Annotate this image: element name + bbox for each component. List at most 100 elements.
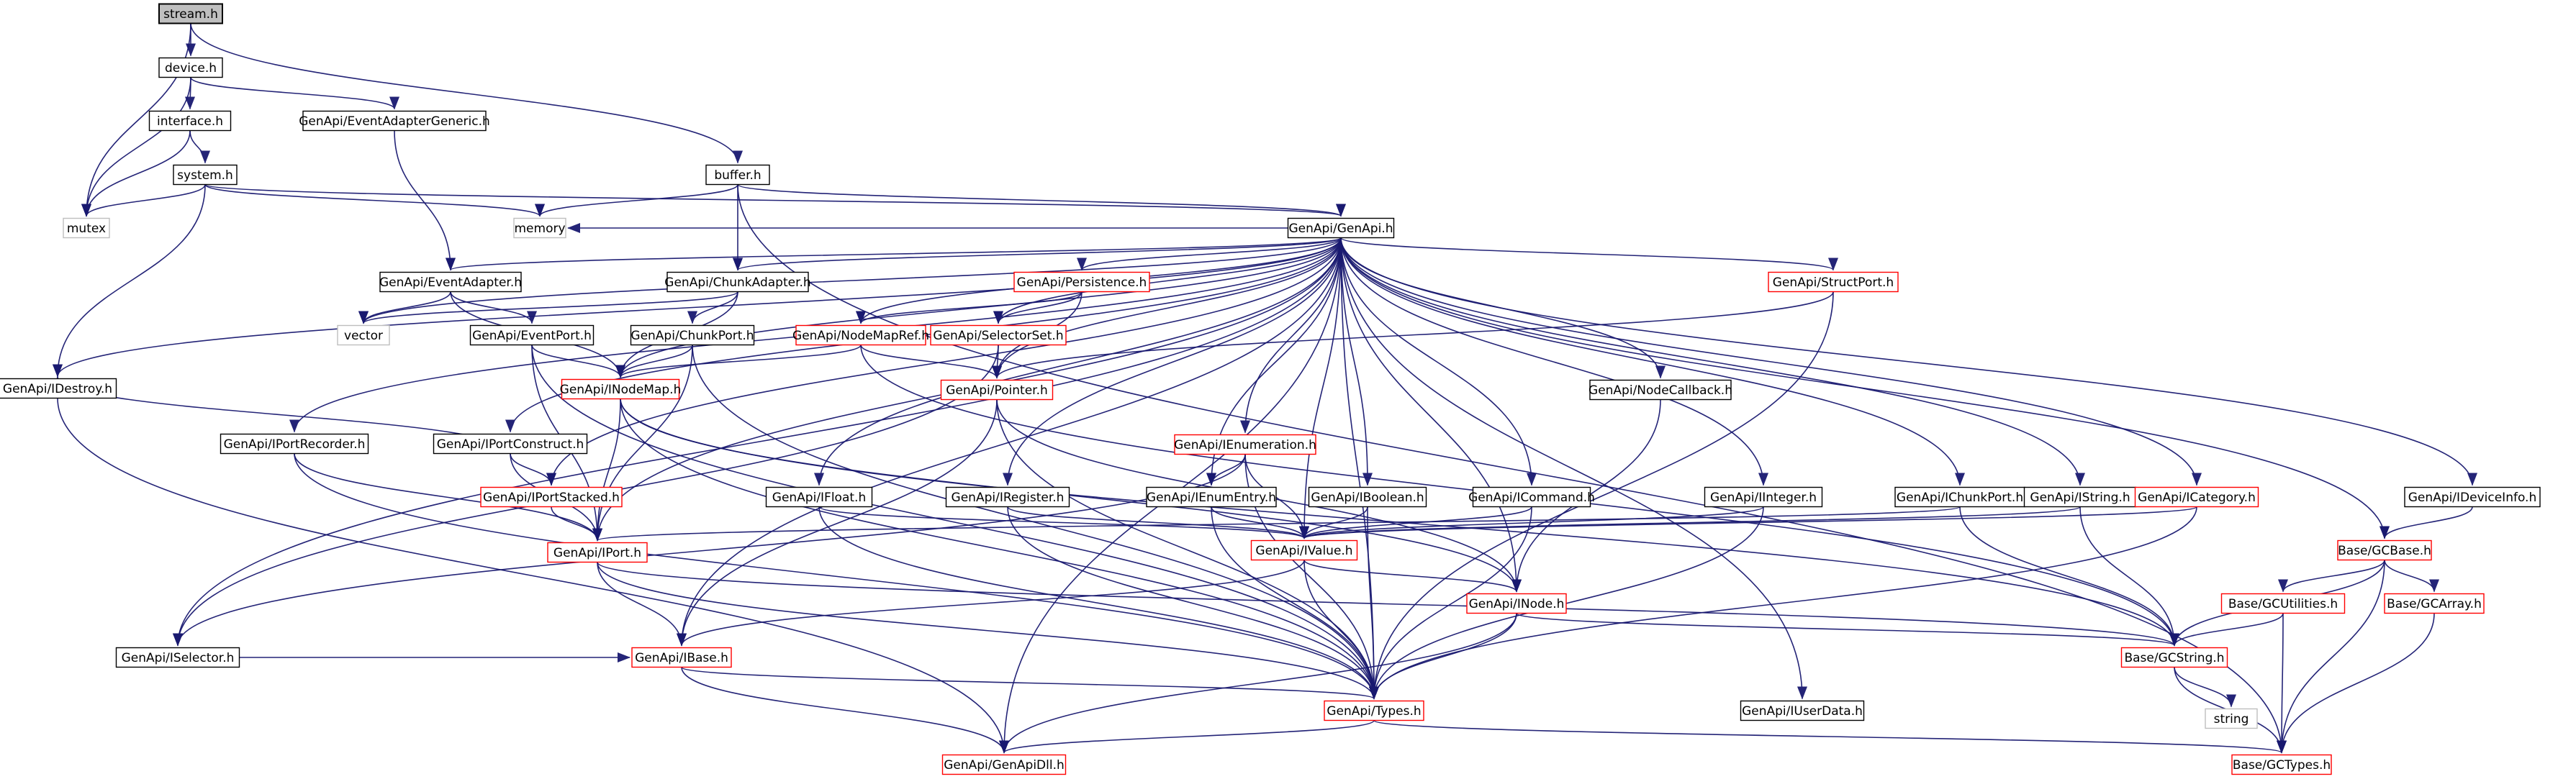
edge-ichunkport-gcstring <box>1959 506 2179 647</box>
node-istring[interactable]: GenApi/IString.h <box>2023 486 2137 508</box>
node-pointer[interactable]: GenApi/Pointer.h <box>940 379 1054 401</box>
node-eventport[interactable]: GenApi/EventPort.h <box>469 324 595 346</box>
node-label: Base/GCUtilities.h <box>2228 597 2338 611</box>
edge-gcutilities-gcstring <box>2169 613 2284 647</box>
node-label: GenApi/EventAdapterGeneric.h <box>299 114 490 129</box>
edge-ibase-genapidll <box>681 667 1009 754</box>
edge-genapi-ienumeration <box>1240 237 1342 434</box>
node-gcbase[interactable]: Base/GCBase.h <box>2337 539 2432 561</box>
edge-types-genapidll <box>999 719 1375 754</box>
node-label: GenApi/ChunkAdapter.h <box>664 275 810 290</box>
node-selectorset[interactable]: GenApi/SelectorSet.h <box>930 324 1067 346</box>
node-buffer_h[interactable]: buffer.h <box>705 164 770 186</box>
edge-gcbase-gcutilities <box>2278 560 2385 593</box>
node-label: GenApi/GenApiDll.h <box>944 758 1065 773</box>
edge-genapi-inode <box>1340 237 1522 593</box>
node-label: GenApi/NodeMapRef.h <box>792 329 929 343</box>
edge-gcutilities-gctypes <box>2277 613 2287 754</box>
node-iselector[interactable]: GenApi/ISelector.h <box>115 647 240 668</box>
node-ideviceinfo[interactable]: GenApi/IDeviceInfo.h <box>2404 486 2541 508</box>
node-label: GenApi/IFloat.h <box>772 491 866 505</box>
node-device_h[interactable]: device.h <box>158 57 223 78</box>
edge-genapi-ideviceinfo <box>1340 237 2477 486</box>
node-gcutilities[interactable]: Base/GCUtilities.h <box>2220 593 2346 614</box>
node-iregister[interactable]: GenApi/IRegister.h <box>945 486 1070 508</box>
node-ivalue[interactable]: GenApi/IValue.h <box>1250 539 1358 561</box>
edge-inode-types <box>1369 613 1517 700</box>
node-iuserdata[interactable]: GenApi/IUserData.h <box>1740 700 1865 721</box>
node-nodemapref[interactable]: GenApi/NodeMapRef.h <box>792 324 929 346</box>
node-iboolean[interactable]: GenApi/IBoolean.h <box>1308 486 1427 508</box>
node-label: GenApi/IPortStacked.h <box>483 491 620 505</box>
node-box <box>561 378 680 400</box>
edge-ifloat-ivalue <box>818 506 1309 539</box>
node-persistence[interactable]: GenApi/Persistence.h <box>1013 271 1150 293</box>
node-label: GenApi/IEnumEntry.h <box>1147 491 1276 505</box>
node-eventadapter[interactable]: GenApi/EventAdapter.h <box>379 271 522 293</box>
node-gctypes[interactable]: Base/GCTypes.h <box>2231 754 2332 775</box>
node-types[interactable]: GenApi/Types.h <box>1324 700 1424 721</box>
node-genapi[interactable]: GenApi/GenApi.h <box>1287 217 1395 239</box>
node-genapidll[interactable]: GenApi/GenApiDll.h <box>941 754 1067 775</box>
node-eag[interactable]: GenApi/EventAdapterGeneric.h <box>299 110 490 132</box>
node-box <box>469 324 595 346</box>
node-inode[interactable]: GenApi/INode.h <box>1466 593 1567 614</box>
node-iportstacked[interactable]: GenApi/IPortStacked.h <box>480 486 623 508</box>
node-ifloat[interactable]: GenApi/IFloat.h <box>765 486 873 508</box>
node-label: stream.h <box>163 7 218 22</box>
node-interface_h[interactable]: interface.h <box>148 110 232 132</box>
node-label: GenApi/SelectorSet.h <box>933 329 1063 343</box>
node-box <box>945 486 1070 508</box>
edge-persistence-selectorset <box>993 291 1083 324</box>
edge-genapi-idestroy <box>53 237 1342 378</box>
edge-genapi-iselector <box>173 237 1342 647</box>
node-label: GenApi/ChunkPort.h <box>631 329 754 343</box>
node-inodemap[interactable]: GenApi/INodeMap.h <box>560 378 682 400</box>
node-ienumeration[interactable]: GenApi/IEnumeration.h <box>1174 434 1316 455</box>
node-iportrecorder[interactable]: GenApi/IPortRecorder.h <box>220 433 369 455</box>
node-string: string <box>2205 708 2258 729</box>
edge-stream_h-buffer_h <box>190 23 743 164</box>
edge-genapi-chunkadapter <box>733 237 1342 271</box>
edge-structport-pointer <box>992 291 1834 379</box>
node-idestroy[interactable]: GenApi/IDestroy.h <box>0 378 117 399</box>
node-stream_h[interactable]: stream.h <box>158 3 223 24</box>
edge-genapi-ibase <box>677 237 1342 647</box>
node-icommand[interactable]: GenApi/ICommand.h <box>1468 486 1595 508</box>
edge-interface_h-system_h <box>189 130 210 164</box>
node-system_h[interactable]: system.h <box>173 164 238 186</box>
edge-chunkport-inodemap <box>615 345 693 378</box>
node-ienumentry[interactable]: GenApi/IEnumEntry.h <box>1146 486 1277 508</box>
edge-genapi-iinteger <box>1340 237 1768 486</box>
node-nodecallback[interactable]: GenApi/NodeCallback.h <box>1588 379 1732 401</box>
node-iport[interactable]: GenApi/IPort.h <box>547 542 648 563</box>
node-label: GenApi/IBoolean.h <box>1311 491 1424 505</box>
edge-ichunkport-iport <box>593 506 1961 542</box>
node-label: GenApi/IChunkPort.h <box>1897 491 2023 505</box>
node-label: GenApi/StructPort.h <box>1773 275 1894 290</box>
edge-idestroy-genapidll <box>57 398 1009 754</box>
node-chunkport[interactable]: GenApi/ChunkPort.h <box>630 324 755 346</box>
node-chunkadapter[interactable]: GenApi/ChunkAdapter.h <box>664 271 811 293</box>
node-label: GenApi/IValue.h <box>1255 544 1352 558</box>
node-structport[interactable]: GenApi/StructPort.h <box>1768 271 1899 293</box>
node-box <box>1466 593 1567 614</box>
node-ichunkport[interactable]: GenApi/IChunkPort.h <box>1894 486 2025 508</box>
node-iportconstruct[interactable]: GenApi/IPortConstruct.h <box>433 433 588 455</box>
node-label: GenApi/ISelector.h <box>122 651 235 665</box>
edge-structport-types <box>1369 291 1834 700</box>
edge-ivalue-inode <box>1303 560 1522 593</box>
node-ibase[interactable]: GenApi/IBase.h <box>631 647 732 668</box>
edge-genapi-iuserdata <box>1340 237 1807 700</box>
node-label: mutex <box>67 222 106 236</box>
node-iinteger[interactable]: GenApi/IInteger.h <box>1704 486 1823 508</box>
edges-layer <box>53 23 2477 754</box>
edge-inodemap-types <box>620 398 1379 700</box>
node-gcstring[interactable]: Base/GCString.h <box>2120 647 2228 668</box>
edge-genapi-eventadapter <box>446 237 1342 271</box>
node-gcarray[interactable]: Base/GCArray.h <box>2384 593 2485 614</box>
node-label: system.h <box>177 168 233 183</box>
node-icategory[interactable]: GenApi/ICategory.h <box>2134 486 2259 508</box>
node-label: GenApi/Types.h <box>1327 704 1421 719</box>
